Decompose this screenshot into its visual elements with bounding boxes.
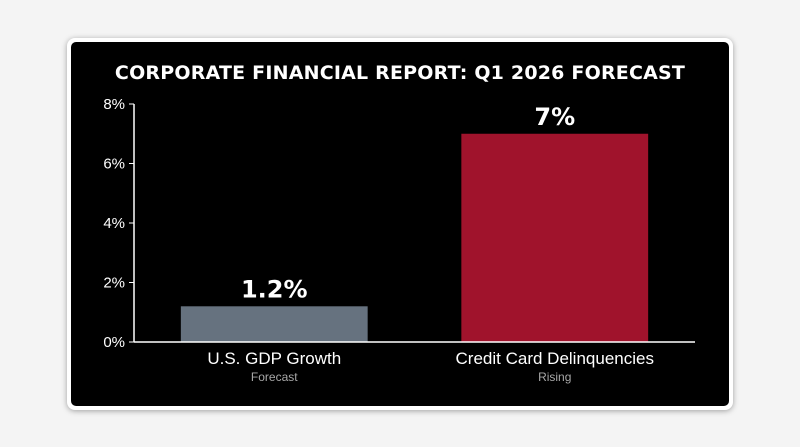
y-axis: 0% 2% 4% 6% 8% — [103, 96, 135, 351]
data-label: 7% — [534, 103, 575, 131]
data-label: 1.2% — [241, 275, 308, 303]
y-tick-label: 2% — [103, 275, 125, 292]
x-tick-sublabel: Forecast — [251, 370, 298, 384]
x-axis: U.S. GDP Growth Forecast Credit Card Delin… — [134, 341, 695, 384]
chart-title: CORPORATE FINANCIAL REPORT: Q1 2026 FORE… — [115, 62, 685, 84]
y-tick-label: 4% — [103, 215, 125, 232]
y-tick-label: 8% — [103, 96, 125, 113]
x-tick-sublabel: Rising — [538, 370, 571, 384]
x-tick-label: Credit Card Delinquencies — [456, 349, 654, 368]
y-tick-label: 6% — [103, 156, 125, 173]
bar-2 — [461, 133, 649, 342]
bar-1 — [180, 306, 368, 342]
x-tick-label: U.S. GDP Growth — [207, 349, 341, 368]
bars-group: 1.2% 7% — [180, 103, 649, 342]
y-tick-label: 0% — [103, 334, 125, 351]
